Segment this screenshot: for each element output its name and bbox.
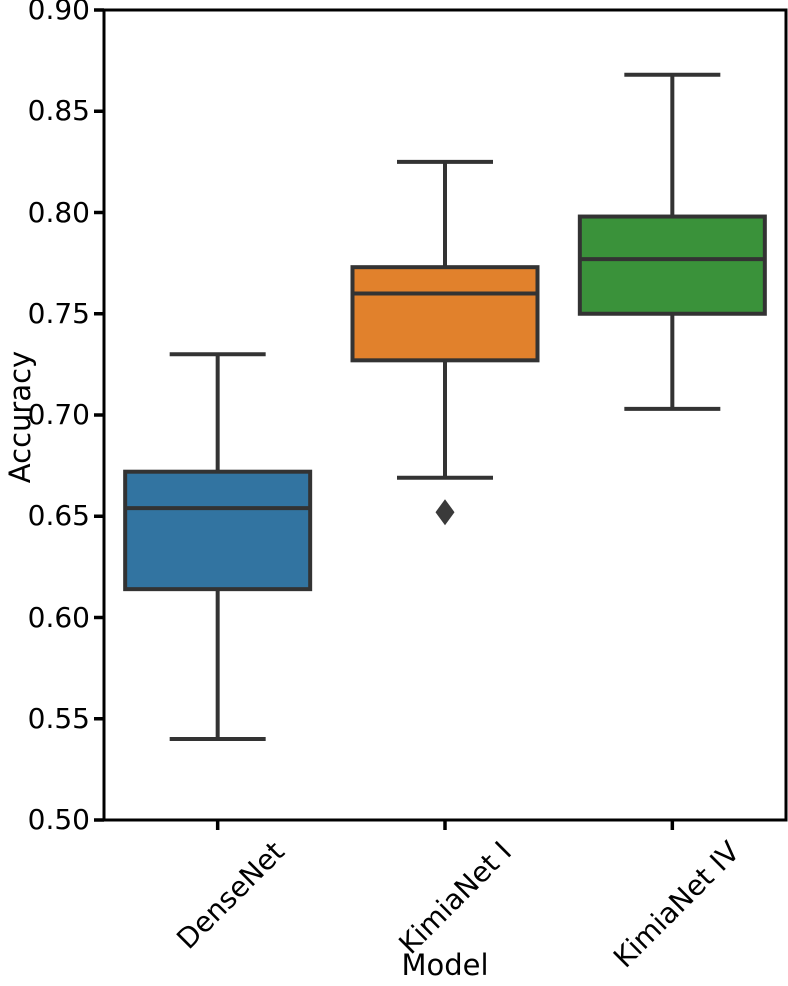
y-tick-label: 0.90 <box>27 0 90 26</box>
y-tick-label: 0.70 <box>27 398 90 431</box>
x-tick-label-densenet: DenseNet <box>170 835 292 956</box>
iqr-box-kimianet-iv <box>577 214 767 316</box>
y-tick-label: 0.65 <box>27 499 90 533</box>
y-tick-label: 0.55 <box>27 701 90 735</box>
outlier-diamond <box>435 499 455 526</box>
iqr-box-kimianet-i <box>350 265 540 363</box>
y-tick-label: 0.50 <box>27 803 90 836</box>
y-tick-label: 0.60 <box>27 600 90 634</box>
y-axis-label: Accuracy <box>3 350 37 484</box>
plot-area <box>94 8 788 830</box>
iqr-box-densenet <box>123 469 313 592</box>
x-tick-label-kimianet-i: KimiaNet I <box>392 835 519 961</box>
y-tick-label: 0.85 <box>27 94 90 128</box>
x-axis-label: Model <box>401 948 489 982</box>
y-tick-label: 0.75 <box>27 296 90 330</box>
y-tick-label: 0.80 <box>27 195 90 229</box>
